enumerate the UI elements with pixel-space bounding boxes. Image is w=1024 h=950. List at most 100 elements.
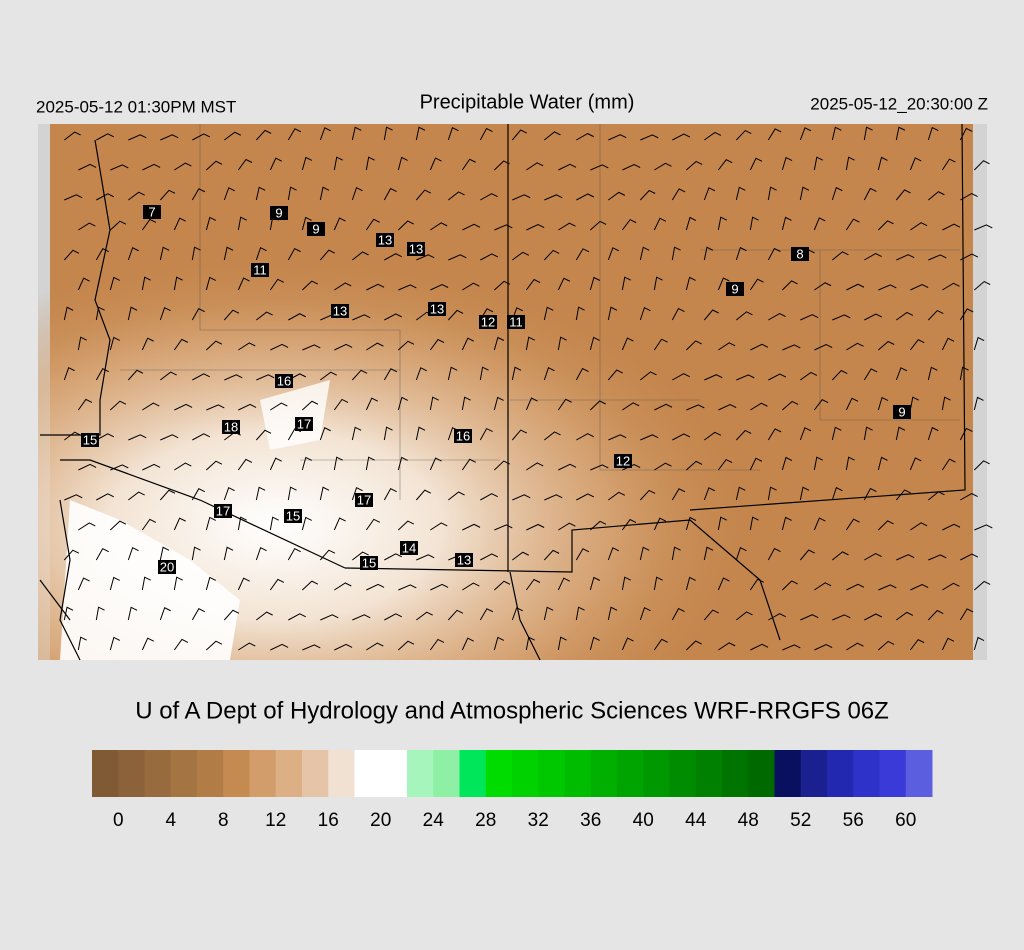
wind-barb — [237, 277, 250, 291]
wind-barb — [301, 456, 313, 471]
label-box — [507, 315, 525, 329]
wind-barb — [973, 396, 984, 411]
point-label: 11 — [253, 262, 267, 277]
wind-barb — [511, 129, 527, 141]
wind-barb — [448, 254, 467, 261]
wind-barb — [415, 367, 427, 381]
wind-barb — [639, 546, 650, 561]
county-lines — [120, 124, 960, 500]
point-label: 9 — [312, 221, 319, 236]
wind-barb — [511, 366, 522, 381]
wind-barb — [160, 134, 179, 141]
color-swatch — [590, 750, 618, 797]
wind-barb — [384, 313, 403, 321]
wind-barb — [671, 246, 681, 261]
wind-barb — [543, 249, 560, 261]
wind-barb — [704, 131, 722, 141]
wind-barb — [159, 307, 171, 321]
wind-barb — [590, 164, 609, 171]
label-box — [893, 405, 911, 419]
wind-barb — [351, 487, 363, 501]
wind-barb — [671, 188, 686, 201]
wind-barb — [639, 606, 651, 621]
wind-barb — [365, 218, 380, 231]
wind-barb — [864, 313, 883, 321]
wind-barb — [320, 614, 339, 621]
label-box — [251, 263, 269, 277]
wind-barb — [352, 314, 371, 321]
wind-barb — [366, 342, 384, 351]
wind-barb — [301, 580, 319, 591]
wind-barb — [622, 163, 641, 171]
wind-barb — [191, 488, 205, 501]
wind-barb — [415, 426, 426, 441]
wind-barb — [973, 160, 990, 171]
wind-barb — [814, 344, 833, 351]
wind-barb — [173, 276, 183, 291]
wind-barb — [831, 426, 842, 441]
wind-barb — [173, 638, 189, 651]
wind-barb — [703, 309, 719, 321]
wind-barb — [480, 193, 498, 201]
wind-barb — [255, 129, 272, 141]
wind-barb — [512, 194, 531, 201]
wind-barb — [557, 577, 571, 591]
wind-barb — [77, 336, 87, 351]
wind-barb — [607, 306, 618, 321]
wind-barb — [845, 156, 855, 171]
wind-barb — [384, 253, 402, 261]
wind-barb — [205, 640, 223, 651]
wind-barb — [749, 578, 764, 591]
wind-barb — [397, 520, 415, 531]
point-label: 15 — [286, 508, 300, 523]
wind-barb — [479, 427, 493, 441]
wind-barb — [223, 609, 240, 621]
wind-barb — [270, 343, 289, 351]
wind-barb — [895, 489, 911, 501]
wind-barb — [96, 193, 115, 201]
wind-barb — [141, 518, 157, 531]
wind-barb — [703, 187, 716, 201]
wind-barb — [718, 642, 736, 651]
wind-barb — [255, 186, 266, 201]
wind-barb — [877, 456, 888, 471]
point-label: 12 — [616, 453, 630, 468]
wind-barb — [301, 156, 313, 171]
point-label: 7 — [148, 204, 155, 219]
wind-barb — [526, 162, 544, 171]
wind-barb — [607, 547, 620, 561]
wind-barb — [512, 251, 530, 261]
label-box — [295, 417, 313, 431]
wind-barb — [928, 191, 945, 201]
wind-barb — [191, 546, 201, 561]
wind-barb — [429, 157, 442, 171]
wind-barb — [205, 160, 223, 171]
wind-barb — [800, 614, 819, 621]
wind-barb — [608, 134, 627, 141]
wind-barb — [95, 368, 109, 381]
label-box — [726, 282, 744, 296]
wind-barb — [781, 216, 792, 231]
wind-barb — [575, 606, 585, 621]
wind-barb — [768, 373, 787, 381]
wind-barb — [128, 434, 147, 441]
colorbar-tick-label: 52 — [790, 810, 811, 831]
wind-barb — [384, 613, 403, 621]
wind-barb — [909, 396, 920, 411]
wind-barb — [878, 284, 897, 291]
wind-barb — [800, 314, 819, 321]
wind-barb — [333, 398, 349, 411]
color-swatch — [695, 750, 723, 797]
point-label: 17 — [357, 492, 371, 507]
wind-barb — [511, 607, 523, 621]
wind-barb — [447, 126, 459, 141]
wind-barb — [383, 487, 397, 501]
wind-barb — [959, 308, 974, 321]
wind-barb — [351, 369, 368, 381]
colorbar-tick-label: 44 — [685, 810, 707, 831]
wind-barb — [653, 338, 668, 351]
wind-barb — [685, 576, 696, 591]
color-swatch — [144, 750, 172, 797]
wind-barb — [78, 463, 97, 471]
label-box — [307, 222, 325, 236]
